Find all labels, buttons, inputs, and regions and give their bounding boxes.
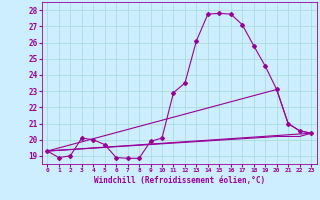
X-axis label: Windchill (Refroidissement éolien,°C): Windchill (Refroidissement éolien,°C) bbox=[94, 176, 265, 185]
